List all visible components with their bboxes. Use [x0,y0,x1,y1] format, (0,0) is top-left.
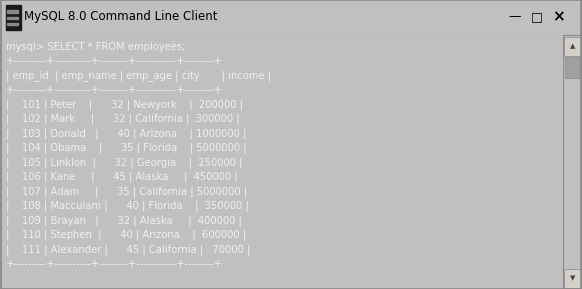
Bar [565,36,581,55]
Text: |    103 | Donald   |      40 | Arizona    | 1000000 |: | 103 | Donald | 40 | Arizona | 1000000 … [6,128,246,139]
Text: ×: × [552,10,565,25]
Bar [6,5,21,30]
Bar [7,16,17,19]
Text: |    102 | Mark     |      32 | California |  300000 |: | 102 | Mark | 32 | California | 300000 … [6,114,239,125]
Text: | emp_id  | emp_name | emp_age | city       | income |: | emp_id | emp_name | emp_age | city | i… [6,71,271,81]
Text: |    105 | Linklon  |      32 | Georgia    |  250000 |: | 105 | Linklon | 32 | Georgia | 250000 … [6,157,242,168]
Text: +---------+----------+--------+-----------+--------+: +---------+----------+--------+---------… [6,259,223,268]
Text: |    109 | Brayan   |      32 | Alaska     |  400000 |: | 109 | Brayan | 32 | Alaska | 400000 | [6,215,242,226]
Text: +---------+----------+--------+-----------+--------+: +---------+----------+--------+---------… [6,56,223,66]
Text: |    108 | Macculam |      40 | Florida    |  350000 |: | 108 | Macculam | 40 | Florida | 350000… [6,201,249,211]
Text: ▼: ▼ [570,275,576,281]
Text: |    101 | Peter    |      32 | Newyork    |  200000 |: | 101 | Peter | 32 | Newyork | 200000 | [6,99,243,110]
Text: mysql> SELECT * FROM employees;: mysql> SELECT * FROM employees; [6,42,185,52]
Bar [565,269,581,288]
Text: |    104 | Obama    |      35 | Florida    | 5000000 |: | 104 | Obama | 35 | Florida | 5000000 | [6,143,246,153]
Text: ▲: ▲ [570,43,576,49]
Bar [565,57,580,78]
Text: —: — [508,10,521,23]
Bar [7,10,17,12]
Text: |    106 | Kane     |      45 | Alaska     |  450000 |: | 106 | Kane | 45 | Alaska | 450000 | [6,172,237,182]
Text: |    107 | Adam     |      35 | California | 5000000 |: | 107 | Adam | 35 | California | 5000000… [6,186,247,197]
Bar [7,23,17,25]
Text: MySQL 8.0 Command Line Client: MySQL 8.0 Command Line Client [24,10,218,23]
Text: |    110 | Stephen  |      40 | Arizona    |  600000 |: | 110 | Stephen | 40 | Arizona | 600000 … [6,230,246,240]
Text: □: □ [531,10,542,23]
Text: +---------+----------+--------+-----------+--------+: +---------+----------+--------+---------… [6,85,223,95]
Text: |    111 | Alexander |      45 | California |   70000 |: | 111 | Alexander | 45 | California | 70… [6,244,250,255]
